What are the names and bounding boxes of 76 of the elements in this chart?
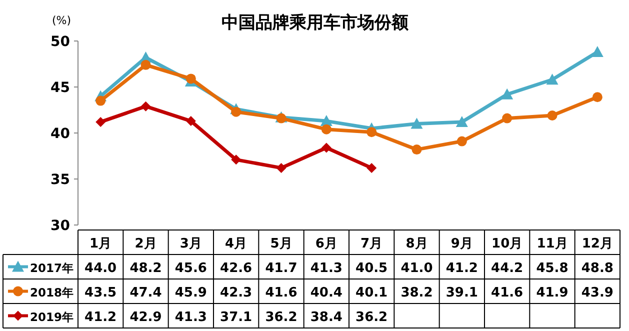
legend-label: 2019年 — [30, 310, 74, 324]
x-tick-label: 9月 — [450, 236, 473, 252]
point — [96, 116, 106, 127]
data-label: 39.1 — [446, 285, 478, 300]
data-label: 47.4 — [130, 285, 162, 300]
data-label: 38.4 — [310, 310, 342, 325]
point — [412, 144, 422, 155]
data-label: 44.2 — [491, 260, 524, 276]
point — [276, 162, 286, 173]
data-label: 48.2 — [130, 260, 162, 276]
point — [592, 92, 602, 102]
data-label: 43.5 — [84, 285, 117, 300]
y-axis-title: (%) — [52, 14, 72, 27]
point — [96, 96, 106, 106]
y-tick-label: 50 — [50, 34, 70, 50]
y-tick-label: 40 — [50, 126, 70, 142]
data-label: 37.1 — [220, 310, 252, 325]
data-label: 41.3 — [310, 260, 342, 276]
data-label: 36.2 — [356, 310, 388, 325]
point — [186, 116, 196, 126]
data-label: 45.6 — [174, 260, 207, 276]
data-label: 48.8 — [581, 260, 614, 276]
point — [366, 162, 377, 173]
point — [456, 116, 468, 127]
data-label: 41.0 — [400, 260, 433, 276]
chart-title: 中国品牌乘用车市场份额 — [222, 13, 410, 33]
data-label: 40.4 — [310, 285, 342, 300]
point — [140, 101, 151, 112]
point — [231, 154, 242, 165]
x-tick-label: 11月 — [536, 236, 568, 252]
data-label: 41.7 — [265, 260, 298, 276]
point — [410, 118, 423, 129]
point — [231, 106, 242, 117]
y-tick-label: 35 — [50, 172, 70, 188]
point — [591, 46, 604, 58]
data-label: 38.2 — [400, 285, 433, 300]
data-label: 41.3 — [174, 310, 207, 325]
x-tick-label: 4月 — [225, 236, 248, 252]
data-label: 41.9 — [536, 285, 568, 300]
y-tick-label: 45 — [50, 80, 70, 96]
y-tick-label: 30 — [50, 218, 70, 234]
legend-label: 2017年 — [30, 260, 74, 275]
data-label: 45.8 — [536, 260, 568, 276]
point — [456, 136, 467, 146]
point — [140, 60, 151, 70]
data-label: 45.9 — [174, 285, 207, 300]
x-tick-label: 1月 — [90, 236, 112, 252]
data-label: 43.9 — [581, 285, 614, 300]
point — [502, 113, 512, 124]
x-tick-label: 6月 — [315, 236, 338, 252]
data-label: 40.5 — [356, 260, 388, 276]
data-label: 44.0 — [84, 260, 117, 276]
x-tick-label: 5月 — [270, 236, 292, 252]
data-label: 41.6 — [491, 285, 524, 300]
point — [547, 110, 558, 121]
data-label: 41.2 — [84, 310, 117, 325]
x-tick-label: 8月 — [406, 236, 428, 252]
x-tick-label: 2月 — [134, 236, 157, 252]
point — [501, 88, 514, 100]
point — [546, 74, 558, 85]
point — [321, 142, 332, 153]
point — [366, 127, 377, 138]
data-label: 41.6 — [265, 285, 298, 300]
data-label: 42.9 — [130, 310, 162, 325]
data-label: 42.6 — [220, 260, 252, 276]
point — [321, 124, 332, 134]
x-tick-label: 10月 — [492, 236, 523, 252]
data-label: 41.2 — [446, 260, 478, 276]
x-tick-label: 3月 — [180, 236, 202, 252]
data-label: 36.2 — [265, 310, 298, 325]
x-tick-label: 7月 — [360, 236, 383, 252]
data-label: 40.1 — [356, 285, 388, 300]
data-label: 42.3 — [220, 285, 252, 300]
point — [186, 74, 196, 84]
legend-label: 2018年 — [30, 285, 74, 300]
x-tick-label: 12月 — [582, 236, 613, 252]
